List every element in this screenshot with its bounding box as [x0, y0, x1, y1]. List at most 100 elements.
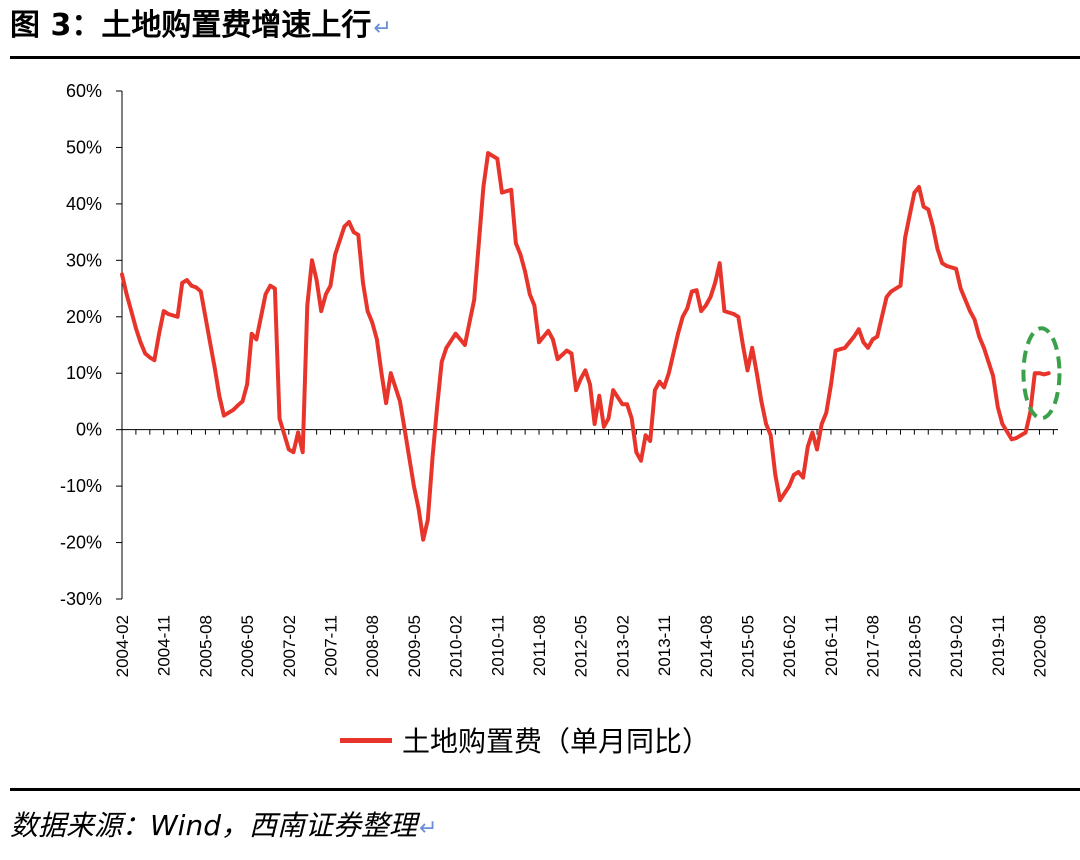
data-point: [444, 346, 449, 350]
x-tick-label: 2004-02: [113, 615, 132, 677]
data-point: [351, 230, 356, 234]
figure-title-text: 图 3：土地购置费增速上行: [10, 8, 372, 43]
data-point: [161, 309, 166, 313]
data-point: [476, 241, 481, 246]
data-point: [662, 385, 666, 390]
data-point: [1046, 371, 1051, 376]
data-point: [565, 348, 569, 353]
data-point: [935, 247, 940, 251]
data-point: [597, 394, 602, 398]
data-point: [236, 403, 240, 408]
data-point: [305, 303, 310, 308]
y-tick-label: 10%: [66, 363, 102, 383]
data-point: [643, 433, 648, 438]
data-point: [463, 343, 467, 347]
data-point: [310, 258, 314, 263]
data-point: [166, 312, 171, 316]
data-point: [588, 382, 592, 387]
data-point: [611, 388, 615, 392]
y-tick-label: 60%: [66, 81, 102, 101]
data-point: [124, 292, 129, 296]
data-point: [365, 309, 370, 313]
data-point: [856, 327, 861, 331]
data-point: [940, 261, 944, 265]
data-point: [750, 346, 754, 350]
data-point: [713, 281, 717, 285]
data-point: [694, 288, 699, 293]
data-point: [833, 348, 838, 353]
y-tick-label: -20%: [60, 533, 102, 553]
data-point: [361, 281, 365, 285]
data-point: [245, 382, 249, 387]
data-point: [518, 252, 523, 257]
data-point: [333, 252, 337, 257]
legend-swatch: [340, 737, 392, 743]
data-point: [852, 334, 856, 339]
data-point: [324, 292, 328, 296]
data-point: [875, 334, 880, 339]
x-tick-label: 2015-05: [739, 615, 758, 677]
data-point: [722, 309, 727, 313]
data-point: [602, 425, 606, 429]
data-point: [657, 379, 662, 384]
data-point: [203, 314, 208, 319]
data-point: [495, 156, 500, 161]
x-tick-label: 2005-08: [196, 615, 215, 677]
data-point: [954, 267, 958, 271]
data-point: [717, 261, 722, 265]
data-point: [143, 351, 147, 356]
x-tick-label: 2013-02: [613, 615, 632, 677]
data-point: [375, 337, 379, 342]
data-point: [629, 416, 634, 421]
data-point: [1009, 437, 1014, 442]
data-point: [917, 185, 921, 189]
x-tick-label: 2009-05: [405, 615, 424, 677]
legend-label: 土地购置费（单月同比）: [402, 725, 711, 758]
series-layer: [120, 151, 1051, 542]
data-point: [435, 405, 439, 409]
x-tick-label: 2017-08: [864, 615, 883, 677]
data-point: [472, 298, 476, 302]
data-point: [884, 295, 889, 299]
data-point: [430, 456, 435, 460]
data-point: [824, 410, 829, 415]
data-point: [620, 402, 625, 407]
data-point: [958, 286, 963, 291]
source-note: 数据来源：Wind，西南证券整理↵: [10, 806, 437, 846]
x-tick-label: 2018-05: [905, 615, 924, 677]
data-point: [370, 320, 375, 325]
data-point: [402, 427, 407, 432]
data-point: [490, 154, 495, 158]
data-point: [819, 422, 824, 426]
data-point: [523, 269, 527, 274]
data-point: [666, 371, 671, 376]
data-point: [1019, 433, 1023, 438]
data-point: [254, 337, 259, 342]
data-point: [412, 484, 416, 488]
data-point: [532, 303, 537, 308]
data-point: [625, 402, 629, 407]
data-point: [778, 498, 782, 503]
highlight-layer: [1021, 326, 1062, 421]
data-point: [407, 456, 412, 460]
data-point: [690, 289, 694, 294]
data-point: [921, 204, 926, 209]
data-point: [741, 343, 745, 347]
data-point: [815, 447, 819, 452]
data-point: [704, 303, 708, 308]
data-point: [546, 329, 551, 333]
data-point: [699, 309, 704, 313]
y-tick-label: 30%: [66, 250, 102, 270]
data-point: [755, 371, 759, 376]
data-point: [208, 340, 212, 344]
x-tick-label: 2004-11: [155, 615, 174, 676]
data-point: [912, 190, 917, 195]
data-point: [175, 314, 180, 319]
y-tick-label: -10%: [60, 476, 102, 496]
x-tick-label: 2014-08: [697, 615, 716, 677]
data-point: [991, 374, 995, 378]
data-point: [805, 444, 810, 449]
x-tick-label: 2020-08: [1030, 615, 1049, 677]
data-point: [129, 309, 134, 313]
data-point: [768, 433, 773, 438]
